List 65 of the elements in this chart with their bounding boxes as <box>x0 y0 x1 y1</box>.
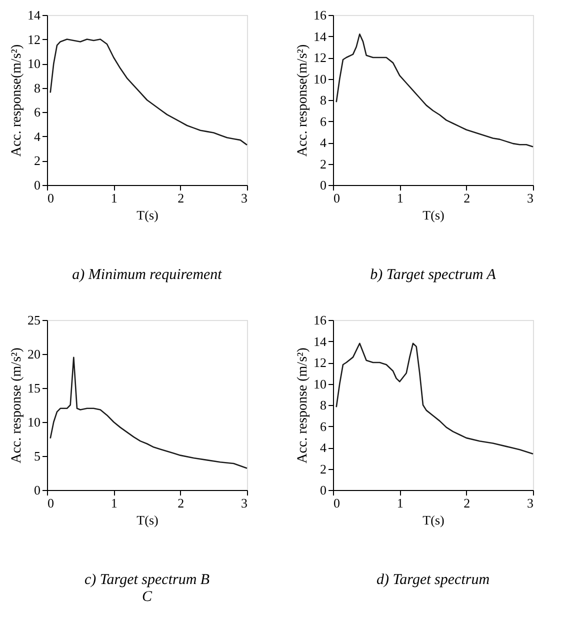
text: a) Minimum requirement <box>72 267 223 283</box>
y-tick-label: 8 <box>320 398 326 412</box>
y-tick-label: 0 <box>34 178 40 192</box>
x-axis-title: T(s) <box>422 208 444 222</box>
line-series <box>50 356 248 469</box>
y-tick-label: 12 <box>314 355 326 370</box>
y-tick-label: 10 <box>314 71 326 86</box>
y-tick-label: 0 <box>320 178 326 192</box>
y-tick-label: 20 <box>28 346 40 362</box>
x-tick-label: 0 <box>334 190 340 206</box>
y-tick-label: 15 <box>28 380 40 396</box>
y-tick-label: 6 <box>320 418 327 434</box>
text: c) Target spectrum B <box>84 572 210 588</box>
x-tick-label: 1 <box>110 496 118 510</box>
y-tick-label: 4 <box>320 440 327 455</box>
y-tick-label: 16 <box>314 312 327 328</box>
x-tick-label: 2 <box>178 496 184 510</box>
x-tick-label: 2 <box>464 190 470 206</box>
y-tick-label: 14 <box>314 28 327 44</box>
y-axis-title: Acc. response (m/s²) <box>296 347 310 464</box>
x-axis-title: T(s) <box>136 208 158 222</box>
y-tick-label: 4 <box>34 128 41 144</box>
x-tick-label: 2 <box>178 190 184 206</box>
x-tick-label: 3 <box>527 496 534 510</box>
y-tick-label: 14 <box>314 334 327 349</box>
y-tick-label: 16 <box>314 8 327 22</box>
y-tick-label: 8 <box>34 80 40 96</box>
line-series <box>50 38 248 146</box>
y-axis-title: Acc. response (m/s²) <box>10 347 24 464</box>
x-tick-label: 0 <box>48 190 54 206</box>
y-tick-label: 5 <box>34 448 40 464</box>
x-tick-label: 1 <box>110 190 118 206</box>
y-tick-label: 10 <box>28 56 40 72</box>
text: C <box>142 589 153 605</box>
y-tick-label: 0 <box>34 482 40 498</box>
x-tick-label: 3 <box>527 190 534 206</box>
y-tick-label: 2 <box>320 461 326 476</box>
text: d) Target spectrum <box>376 572 490 588</box>
text: b) Target spectrum A <box>370 267 497 283</box>
x-axis-title: T(s) <box>136 512 158 528</box>
y-tick-label: 25 <box>28 312 40 328</box>
x-tick-label: 1 <box>396 496 404 510</box>
x-tick-label: 1 <box>396 190 404 206</box>
x-axis-title: T(s) <box>422 512 444 528</box>
x-tick-label: 3 <box>241 190 248 206</box>
y-axis-title: Acc. response(m/s²) <box>296 44 310 157</box>
y-tick-label: 6 <box>34 104 41 120</box>
y-tick-label: 0 <box>320 482 326 498</box>
y-tick-label: 2 <box>34 153 40 168</box>
y-tick-label: 12 <box>314 50 326 65</box>
y-axis-title: Acc. response(m/s²) <box>10 44 24 157</box>
y-tick-label: 2 <box>320 156 326 172</box>
y-tick-label: 10 <box>314 376 326 392</box>
y-tick-label: 8 <box>320 92 326 108</box>
line-series <box>336 33 534 148</box>
y-tick-label: 14 <box>28 8 41 22</box>
y-tick-label: 6 <box>320 114 327 129</box>
x-tick-label: 3 <box>241 496 248 510</box>
y-tick-label: 4 <box>320 135 327 150</box>
line-series <box>336 342 534 455</box>
y-tick-label: 10 <box>28 414 40 430</box>
x-tick-label: 0 <box>334 496 340 510</box>
x-tick-label: 2 <box>464 496 470 510</box>
y-tick-label: 12 <box>28 32 40 47</box>
x-tick-label: 0 <box>48 496 54 510</box>
